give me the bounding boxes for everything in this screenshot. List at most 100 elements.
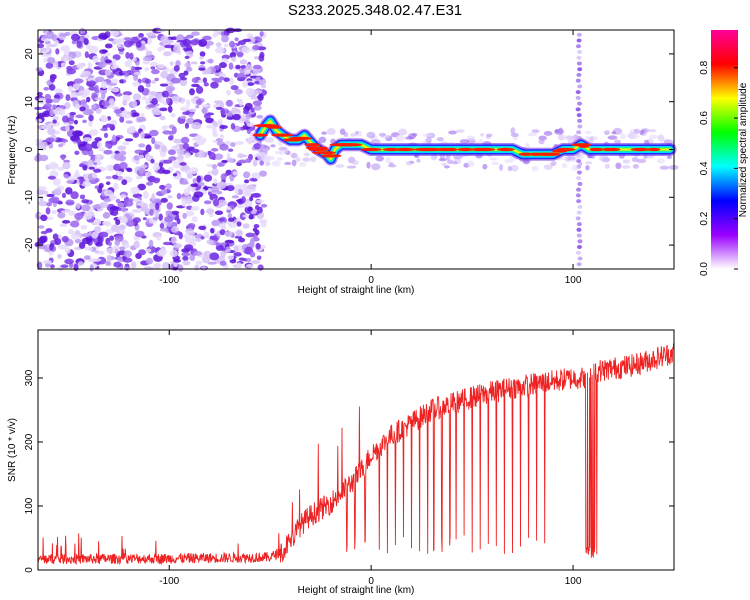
noise-blob <box>172 173 178 177</box>
ridge-halo-blob <box>264 137 275 143</box>
noise-blob <box>168 156 177 161</box>
ridge-halo-blob <box>570 155 578 163</box>
snr-y-tick-label: 300 <box>24 369 35 386</box>
colorbar-tick-label: 0.0 <box>699 262 710 276</box>
noise-blob <box>48 142 54 149</box>
noise-blob <box>224 249 231 253</box>
noise-blob <box>171 95 181 102</box>
streak-blob <box>577 124 583 129</box>
noise-blob <box>105 181 111 186</box>
noise-blob <box>95 108 102 114</box>
noise-blob <box>110 209 119 216</box>
noise-blob <box>79 73 89 78</box>
noise-blob <box>60 264 69 269</box>
noise-blob <box>211 168 219 176</box>
noise-blob <box>237 204 245 209</box>
noise-blob <box>219 133 225 140</box>
ridge-halo-blob <box>271 160 281 167</box>
noise-blob <box>191 216 198 223</box>
noise-blob <box>81 204 91 212</box>
noise-blob <box>75 103 81 109</box>
noise-blob <box>243 258 248 262</box>
streak-blob <box>576 72 582 77</box>
noise-blob <box>161 90 170 98</box>
noise-blob <box>148 54 156 59</box>
ridge-halo-blob <box>622 159 631 164</box>
noise-blob <box>153 263 160 270</box>
noise-blob <box>96 141 103 148</box>
ridge-halo-blob <box>585 161 593 165</box>
ridge-halo-blob <box>543 131 553 136</box>
noise-blob <box>162 159 173 164</box>
noise-blob <box>224 43 229 48</box>
snr-axes: -100 0 100 0 100 200 300 <box>24 330 674 587</box>
noise-blob <box>41 35 48 39</box>
noise-blob <box>78 163 85 168</box>
ridge-halo-blob <box>346 165 357 169</box>
colorbar: 0.0 0.2 0.4 0.6 0.8 Normalized spectral ampl… <box>699 30 749 276</box>
noise-blob <box>62 162 71 170</box>
noise-blob <box>69 111 76 116</box>
ridge-halo-blob <box>557 133 565 141</box>
noise-blob <box>253 55 260 60</box>
noise-blob <box>217 217 226 222</box>
noise-blob <box>91 231 99 239</box>
noise-blob <box>144 78 151 84</box>
noise-blob <box>37 112 48 117</box>
noise-blob <box>88 166 95 170</box>
noise-blob <box>190 183 199 188</box>
noise-blob <box>167 195 173 199</box>
noise-blob <box>220 250 226 258</box>
noise-blob <box>158 161 164 168</box>
colorbar-gradient <box>711 30 738 269</box>
noise-blob <box>224 239 235 244</box>
noise-blob <box>209 227 215 234</box>
noise-blob <box>224 140 232 146</box>
noise-blob <box>138 154 145 159</box>
noise-blob <box>165 210 172 214</box>
noise-blob <box>201 104 211 108</box>
ridge-halo-blob <box>259 152 269 157</box>
noise-blob <box>101 100 111 107</box>
ridge-halo-blob <box>446 159 454 165</box>
noise-blob <box>152 165 161 171</box>
ridge-halo-blob <box>649 134 658 140</box>
noise-blob <box>105 123 113 128</box>
noise-blob <box>184 210 195 217</box>
noise-blob <box>164 216 174 223</box>
noise-blob <box>54 88 63 93</box>
spectrogram-y-tick-label: 20 <box>24 48 35 60</box>
noise-blob <box>113 153 123 161</box>
ridge-halo-blob <box>298 161 307 168</box>
noise-blob <box>175 60 181 67</box>
noise-blob <box>146 104 156 108</box>
noise-blob <box>91 104 96 111</box>
noise-blob <box>87 247 93 251</box>
ridge-halo-blob <box>283 150 289 155</box>
noise-blob <box>223 77 230 82</box>
noise-blob <box>198 39 208 47</box>
noise-blob <box>184 122 190 129</box>
noise-blob <box>196 175 202 183</box>
noise-blob <box>213 121 219 128</box>
noise-blob <box>98 32 108 40</box>
noise-blob <box>184 62 192 69</box>
noise-blob <box>77 90 87 97</box>
snr-x-axis-title: Height of straight line (km) <box>298 585 415 596</box>
ridge-halo-blob <box>290 152 298 159</box>
noise-blob <box>234 184 243 190</box>
noise-blob <box>179 181 189 185</box>
ridge-halo-blob <box>620 133 626 140</box>
ridge-halo-blob <box>507 165 513 172</box>
snr-y-tick-label: 200 <box>24 433 35 450</box>
ridge-halo-blob <box>270 144 276 148</box>
noise-blob <box>106 247 116 254</box>
noise-blob <box>102 211 111 219</box>
noise-blob <box>252 100 263 106</box>
noise-blob <box>107 241 112 247</box>
noise-blob <box>159 115 166 121</box>
noise-blob <box>83 211 93 220</box>
noise-blob <box>145 82 151 88</box>
noise-blob <box>74 238 82 244</box>
